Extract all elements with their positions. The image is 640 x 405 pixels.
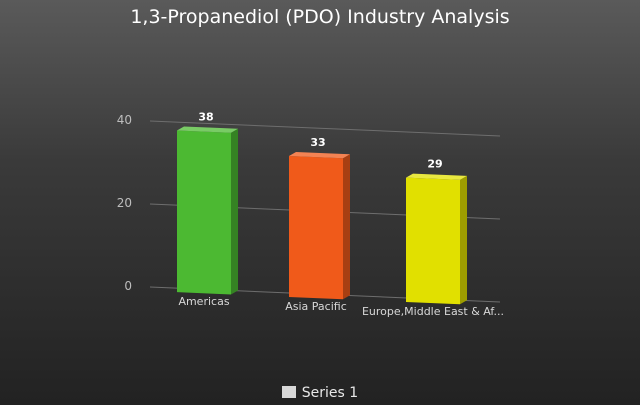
category-label-layer: Americas Asia Pacific Europe,Middle East &… <box>178 295 504 318</box>
bar-side <box>231 128 238 295</box>
legend[interactable]: Series 1 <box>0 385 640 401</box>
bar <box>406 177 460 305</box>
category-label: Asia Pacific <box>285 300 347 313</box>
bar-layer: 38 33 29 <box>177 110 467 305</box>
legend-label: Series 1 <box>301 385 359 401</box>
bar <box>177 130 231 295</box>
y-tick-label: 20 <box>117 196 132 210</box>
bar-side <box>460 175 467 305</box>
tick-layer: 0 20 40 <box>117 113 132 293</box>
data-label: 38 <box>198 110 213 123</box>
data-label: 33 <box>310 136 325 149</box>
bar-top <box>406 173 467 180</box>
y-tick-label: 40 <box>117 113 132 127</box>
gridline <box>149 120 501 137</box>
data-label: 29 <box>427 158 442 171</box>
chart-title: 1,3-Propanediol (PDO) Industry Analysis <box>130 6 510 28</box>
bar-side <box>343 154 350 300</box>
y-tick-label: 0 <box>124 279 132 293</box>
category-label: Europe,Middle East & Af... <box>362 305 504 318</box>
bar <box>289 155 343 300</box>
legend-swatch <box>281 386 296 398</box>
bar-top <box>289 151 350 159</box>
bar-top <box>177 126 238 133</box>
category-label: Americas <box>178 295 229 308</box>
